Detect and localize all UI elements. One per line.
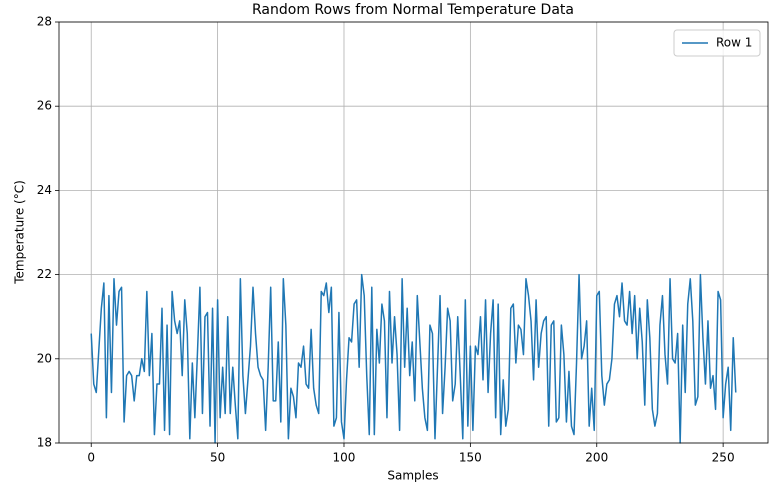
y-tick-label: 22 — [37, 267, 52, 281]
y-tick-label: 20 — [37, 351, 52, 365]
y-tick-label: 24 — [37, 183, 52, 197]
plot-frame — [58, 21, 769, 444]
legend-box — [673, 29, 761, 57]
x-tick-label: 200 — [585, 451, 608, 465]
data-line — [90, 273, 737, 444]
x-tick-label: 250 — [712, 451, 735, 465]
x-tick-label: 100 — [333, 451, 356, 465]
legend-label: Row 1 — [716, 36, 752, 50]
y-axis-label: Temperature (°C) — [13, 180, 27, 285]
y-tick-label: 28 — [37, 15, 52, 29]
chart-title: Random Rows from Normal Temperature Data — [252, 2, 574, 18]
x-tick-label: 0 — [87, 451, 95, 465]
y-tick-label: 18 — [37, 436, 52, 450]
x-tick-label: 150 — [459, 451, 482, 465]
x-tick-label: 50 — [210, 451, 225, 465]
x-axis-label: Samples — [387, 469, 438, 483]
y-tick-label: 26 — [37, 99, 52, 113]
